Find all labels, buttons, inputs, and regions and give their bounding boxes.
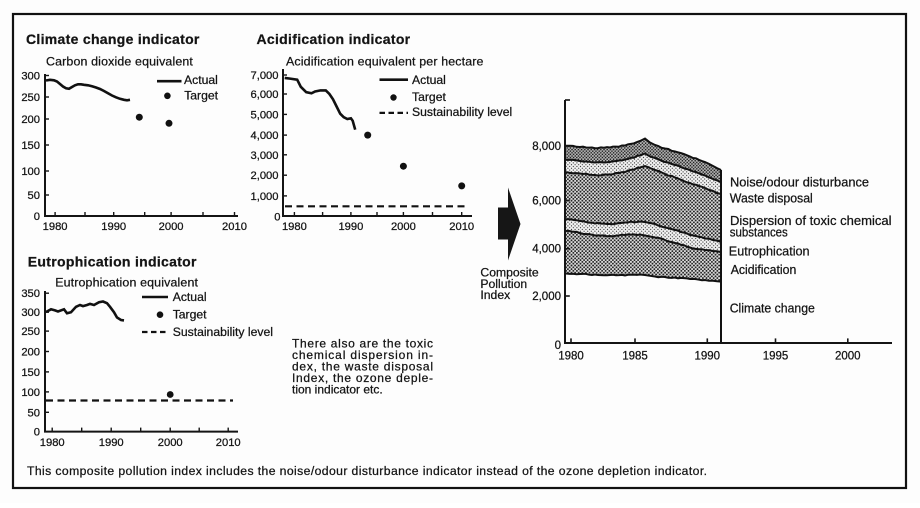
svg-text:Sustainability level: Sustainability level [173, 325, 273, 339]
svg-text:0: 0 [555, 340, 561, 352]
svg-text:8,000: 8,000 [532, 141, 561, 153]
svg-text:This composite pollution index: This composite pollution index includes … [27, 464, 707, 478]
svg-text:Actual: Actual [173, 290, 207, 304]
svg-text:Climate change indicator: Climate change indicator [26, 31, 200, 47]
svg-text:1980: 1980 [40, 437, 65, 449]
svg-text:3,000: 3,000 [251, 150, 279, 162]
svg-text:1980: 1980 [558, 351, 584, 363]
svg-text:6,000: 6,000 [532, 196, 561, 208]
svg-text:Index: Index [480, 288, 510, 302]
svg-text:150: 150 [21, 140, 40, 152]
svg-text:0: 0 [274, 211, 280, 223]
svg-text:2000: 2000 [158, 437, 183, 449]
svg-text:1990: 1990 [695, 351, 721, 363]
svg-text:100: 100 [21, 387, 40, 399]
svg-text:Composite: Composite [480, 265, 538, 279]
svg-text:Climate change: Climate change [730, 301, 815, 316]
svg-text:250: 250 [21, 92, 40, 104]
svg-text:5,000: 5,000 [251, 109, 279, 121]
svg-text:Actual: Actual [184, 73, 218, 87]
svg-text:Acidification equivalent per h: Acidification equivalent per hectare [286, 55, 484, 69]
svg-text:Eutrophication: Eutrophication [729, 244, 810, 259]
svg-text:1990: 1990 [99, 437, 124, 449]
svg-text:Noise/odour disturbance: Noise/odour disturbance [730, 174, 869, 189]
svg-text:Target: Target [412, 90, 446, 104]
svg-text:1985: 1985 [622, 351, 648, 363]
svg-text:50: 50 [28, 190, 40, 202]
svg-text:substances: substances [730, 224, 788, 239]
svg-text:1990: 1990 [101, 221, 126, 233]
svg-text:300: 300 [21, 71, 40, 83]
svg-text:Waste disposal: Waste disposal [730, 190, 813, 205]
svg-text:Sustainability level: Sustainability level [412, 105, 512, 119]
svg-text:2,000: 2,000 [532, 291, 561, 303]
svg-text:350: 350 [21, 288, 40, 300]
svg-text:200: 200 [21, 347, 40, 359]
svg-text:0: 0 [34, 427, 40, 439]
svg-text:Eutrophication equivalent: Eutrophication equivalent [55, 276, 198, 290]
svg-text:2,000: 2,000 [251, 170, 279, 182]
svg-text:200: 200 [21, 114, 40, 126]
svg-text:chemical dispersion in-: chemical dispersion in- [292, 348, 433, 362]
svg-text:6,000: 6,000 [251, 89, 279, 101]
svg-text:2000: 2000 [835, 351, 861, 363]
svg-text:100: 100 [21, 166, 40, 178]
svg-text:Target: Target [184, 89, 218, 103]
svg-text:50: 50 [28, 407, 40, 419]
svg-text:Actual: Actual [412, 73, 446, 87]
svg-text:2010: 2010 [449, 221, 474, 233]
svg-text:2010: 2010 [216, 437, 241, 449]
svg-text:250: 250 [21, 326, 40, 338]
svg-text:1990: 1990 [338, 221, 363, 233]
svg-text:Dispersion of toxic chemical: Dispersion of toxic chemical [730, 213, 892, 228]
svg-text:Index, the ozone deple-: Index, the ozone deple- [292, 371, 433, 385]
svg-text:dex, the waste disposal: dex, the waste disposal [292, 360, 433, 374]
svg-text:Acidification indicator: Acidification indicator [257, 31, 411, 47]
svg-text:4,000: 4,000 [532, 244, 561, 256]
svg-text:7,000: 7,000 [251, 70, 279, 82]
svg-text:tion indicator etc.: tion indicator etc. [292, 383, 383, 397]
svg-text:Pollution: Pollution [480, 277, 527, 291]
svg-text:2000: 2000 [391, 221, 416, 233]
svg-text:300: 300 [21, 307, 40, 319]
svg-text:1,000: 1,000 [251, 191, 279, 203]
svg-text:4,000: 4,000 [251, 130, 279, 142]
svg-text:Carbon dioxide equivalent: Carbon dioxide equivalent [46, 55, 193, 69]
svg-text:1995: 1995 [763, 351, 789, 363]
svg-text:There also are the toxic: There also are the toxic [292, 337, 433, 351]
svg-text:1980: 1980 [282, 221, 307, 233]
svg-text:2000: 2000 [159, 221, 184, 233]
svg-text:Target: Target [173, 308, 207, 322]
svg-text:Acidification: Acidification [731, 262, 797, 277]
svg-text:2010: 2010 [222, 221, 247, 233]
svg-text:0: 0 [34, 211, 40, 223]
svg-text:150: 150 [21, 367, 40, 379]
svg-text:Eutrophication indicator: Eutrophication indicator [28, 254, 197, 270]
svg-text:1980: 1980 [43, 221, 68, 233]
